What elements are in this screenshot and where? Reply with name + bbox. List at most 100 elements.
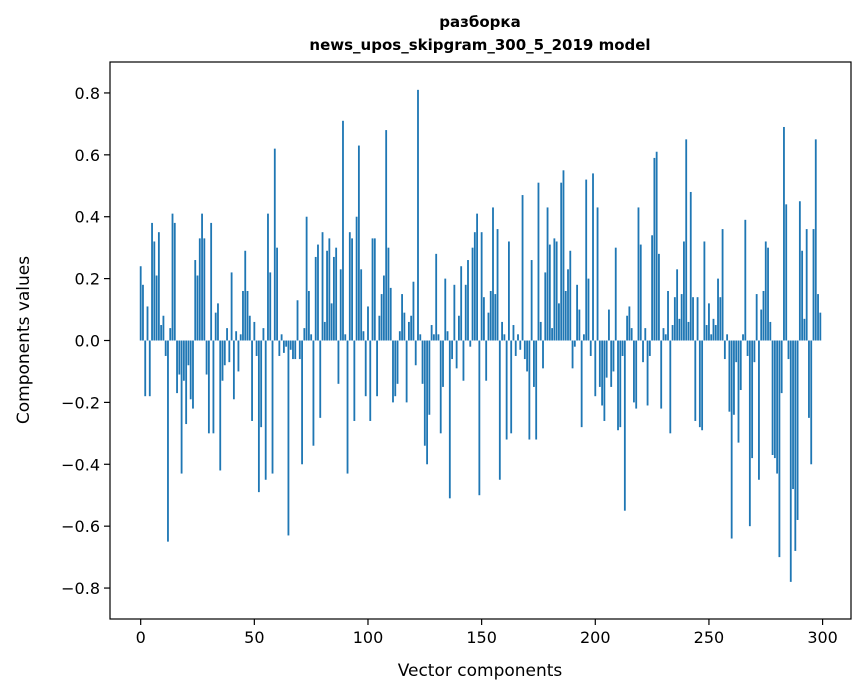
bar-158 xyxy=(498,340,501,480)
bar-109 xyxy=(387,247,390,341)
bar-299 xyxy=(819,312,822,341)
bar-280 xyxy=(776,340,779,474)
bar-225 xyxy=(651,235,654,341)
y-tick-label: 0.2 xyxy=(75,270,100,289)
bar-41 xyxy=(232,340,235,400)
bar-127 xyxy=(428,340,431,415)
bar-146 xyxy=(471,247,474,341)
bar-1 xyxy=(142,284,144,341)
bar-257 xyxy=(723,340,726,360)
bar-253 xyxy=(714,325,717,341)
bar-27 xyxy=(201,213,203,341)
bar-241 xyxy=(687,321,690,341)
bar-255 xyxy=(719,297,722,341)
bar-144 xyxy=(467,260,469,341)
bar-227 xyxy=(655,151,658,341)
bar-197 xyxy=(587,278,590,341)
bar-44 xyxy=(239,334,242,341)
bar-249 xyxy=(705,325,708,341)
bar-250 xyxy=(708,303,710,341)
bar-125 xyxy=(423,340,426,446)
bar-64 xyxy=(285,340,288,347)
bar-55 xyxy=(264,340,267,480)
bar-165 xyxy=(514,340,517,356)
bar-54 xyxy=(262,328,265,341)
bar-269 xyxy=(751,340,754,459)
bar-294 xyxy=(808,340,810,418)
bar-277 xyxy=(769,321,772,341)
bar-152 xyxy=(485,340,488,381)
bar-51 xyxy=(255,340,258,356)
bar-48 xyxy=(248,315,251,341)
bar-226 xyxy=(653,157,656,341)
bar-78 xyxy=(317,244,319,341)
bar-121 xyxy=(414,340,417,366)
bar-67 xyxy=(292,340,294,360)
bar-75 xyxy=(310,334,313,341)
bar-36 xyxy=(221,340,224,381)
bar-90 xyxy=(344,334,347,341)
bar-53 xyxy=(260,340,263,428)
bar-35 xyxy=(219,340,222,471)
bar-285 xyxy=(787,340,790,360)
bar-151 xyxy=(483,297,485,341)
bar-62 xyxy=(280,334,283,341)
bar-96 xyxy=(357,145,360,341)
bar-231 xyxy=(664,334,667,341)
bar-87 xyxy=(337,340,340,384)
y-tick-label: −0.4 xyxy=(61,455,100,474)
bar-71 xyxy=(301,340,303,465)
bar-145 xyxy=(469,340,472,347)
bar-288 xyxy=(794,340,797,551)
bar-176 xyxy=(539,321,542,341)
bar-263 xyxy=(737,340,740,443)
bar-79 xyxy=(319,340,322,418)
bar-139 xyxy=(455,340,458,369)
bar-70 xyxy=(298,340,301,360)
bar-10 xyxy=(162,315,165,341)
bar-124 xyxy=(421,340,424,384)
bar-264 xyxy=(739,340,742,391)
bar-34 xyxy=(217,303,219,341)
bar-190 xyxy=(571,340,574,369)
bar-237 xyxy=(678,318,681,341)
bar-286 xyxy=(789,340,792,582)
bar-92 xyxy=(348,232,351,341)
bar-172 xyxy=(530,260,533,341)
bar-15 xyxy=(173,222,176,341)
bar-23 xyxy=(192,340,194,409)
x-tick-label: 50 xyxy=(244,628,264,647)
bar-108 xyxy=(385,130,388,341)
bar-12 xyxy=(167,340,169,542)
bar-46 xyxy=(244,250,247,341)
bar-236 xyxy=(676,269,679,341)
bar-42 xyxy=(235,331,238,341)
bar-113 xyxy=(396,340,399,384)
bar-114 xyxy=(398,331,401,341)
bar-230 xyxy=(662,328,665,341)
bar-283 xyxy=(783,126,785,341)
bar-155 xyxy=(492,207,494,341)
bar-259 xyxy=(728,340,731,412)
bar-244 xyxy=(694,340,697,421)
x-axis-ticks: 0 50 100 150 200 250 300 xyxy=(136,619,838,647)
bar-2 xyxy=(144,340,147,397)
bar-256 xyxy=(721,229,724,341)
bar-211 xyxy=(619,340,622,428)
bar-39 xyxy=(228,340,231,363)
bar-242 xyxy=(689,191,692,341)
bar-195 xyxy=(583,334,585,341)
bar-6 xyxy=(153,241,156,341)
bar-219 xyxy=(637,207,640,341)
bar-68 xyxy=(294,340,297,360)
bar-103 xyxy=(373,238,376,341)
bar-29 xyxy=(205,340,208,375)
bar-247 xyxy=(701,340,704,431)
bar-26 xyxy=(198,238,201,341)
bar-276 xyxy=(767,247,769,341)
bar-94 xyxy=(353,340,356,421)
bar-200 xyxy=(594,340,597,397)
bar-101 xyxy=(369,340,372,421)
bar-97 xyxy=(360,269,363,341)
bar-119 xyxy=(410,315,413,341)
